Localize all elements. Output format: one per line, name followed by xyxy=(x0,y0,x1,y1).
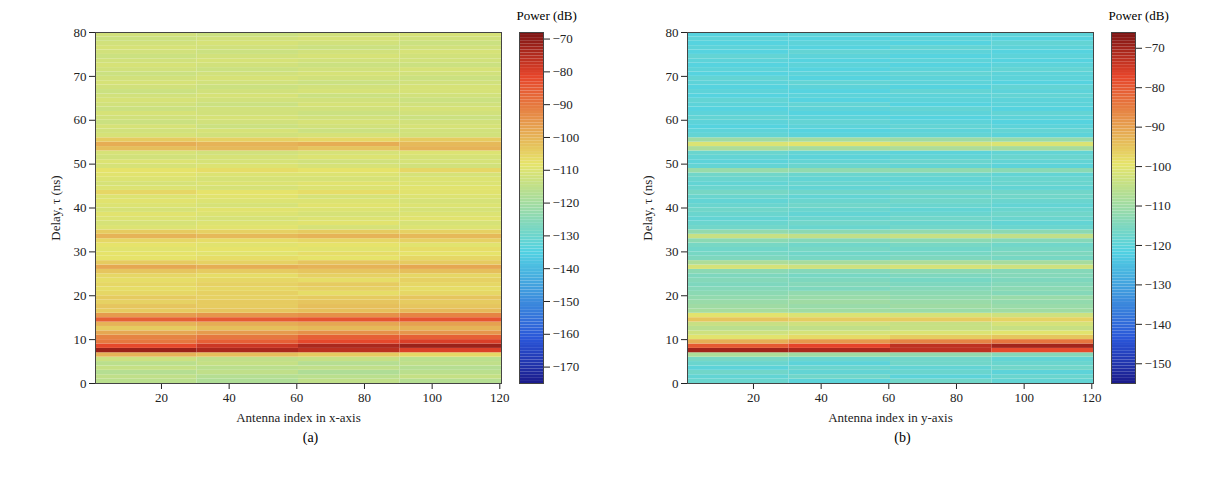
svg-text:70: 70 xyxy=(73,69,86,84)
svg-text:70: 70 xyxy=(665,69,678,84)
svg-text:80: 80 xyxy=(949,390,962,405)
svg-text:40: 40 xyxy=(222,390,235,405)
svg-text:−100: −100 xyxy=(1144,159,1171,174)
svg-text:−160: −160 xyxy=(552,326,579,341)
svg-text:−140: −140 xyxy=(1144,317,1171,332)
svg-text:20: 20 xyxy=(665,288,678,303)
svg-text:Antenna index in y-axis: Antenna index in y-axis xyxy=(828,410,953,425)
svg-text:20: 20 xyxy=(746,390,759,405)
svg-text:60: 60 xyxy=(73,112,86,127)
svg-text:−80: −80 xyxy=(1144,80,1164,95)
svg-text:10: 10 xyxy=(665,332,678,347)
svg-text:−120: −120 xyxy=(1144,238,1171,253)
svg-text:40: 40 xyxy=(814,390,827,405)
svg-text:60: 60 xyxy=(665,112,678,127)
svg-text:80: 80 xyxy=(73,25,86,40)
svg-text:−120: −120 xyxy=(552,195,579,210)
svg-text:20: 20 xyxy=(154,390,167,405)
svg-text:30: 30 xyxy=(73,244,86,259)
svg-text:20: 20 xyxy=(73,288,86,303)
svg-text:60: 60 xyxy=(882,390,895,405)
svg-text:0: 0 xyxy=(80,376,87,391)
svg-text:100: 100 xyxy=(422,390,442,405)
svg-text:−150: −150 xyxy=(552,294,579,309)
html-text:(b): (b) xyxy=(894,430,911,445)
svg-text:50: 50 xyxy=(73,156,86,171)
svg-text:−90: −90 xyxy=(1144,119,1164,134)
svg-text:120: 120 xyxy=(490,390,510,405)
svg-text:−90: −90 xyxy=(552,97,572,112)
svg-text:100: 100 xyxy=(1014,390,1033,405)
svg-text:−100: −100 xyxy=(552,130,579,145)
html-text:Power (dB): Power (dB) xyxy=(1108,8,1169,23)
svg-text:−110: −110 xyxy=(552,162,578,177)
svg-text:80: 80 xyxy=(665,25,678,40)
svg-text:0: 0 xyxy=(672,376,679,391)
svg-text:−130: −130 xyxy=(1144,277,1171,292)
svg-text:−80: −80 xyxy=(552,64,572,79)
svg-text:−110: −110 xyxy=(1144,198,1170,213)
svg-text:−140: −140 xyxy=(552,261,579,276)
svg-text:120: 120 xyxy=(1082,390,1102,405)
svg-text:−130: −130 xyxy=(552,228,579,243)
svg-text:−150: −150 xyxy=(1144,356,1171,371)
svg-text:Delay, τ (ns): Delay, τ (ns) xyxy=(639,175,654,240)
svg-text:60: 60 xyxy=(290,390,303,405)
html-text:(a): (a) xyxy=(302,430,319,445)
svg-text:30: 30 xyxy=(665,244,678,259)
svg-text:−70: −70 xyxy=(552,31,572,46)
svg-text:Delay, τ (ns): Delay, τ (ns) xyxy=(47,175,62,240)
svg-text:50: 50 xyxy=(665,156,678,171)
svg-text:80: 80 xyxy=(357,390,370,405)
svg-text:Antenna index in x-axis: Antenna index in x-axis xyxy=(236,410,361,425)
svg-text:−70: −70 xyxy=(1144,40,1164,55)
html-text:Power (dB): Power (dB) xyxy=(516,8,577,23)
svg-text:10: 10 xyxy=(73,332,86,347)
svg-text:−170: −170 xyxy=(552,359,579,374)
svg-text:40: 40 xyxy=(665,200,678,215)
svg-text:40: 40 xyxy=(73,200,86,215)
